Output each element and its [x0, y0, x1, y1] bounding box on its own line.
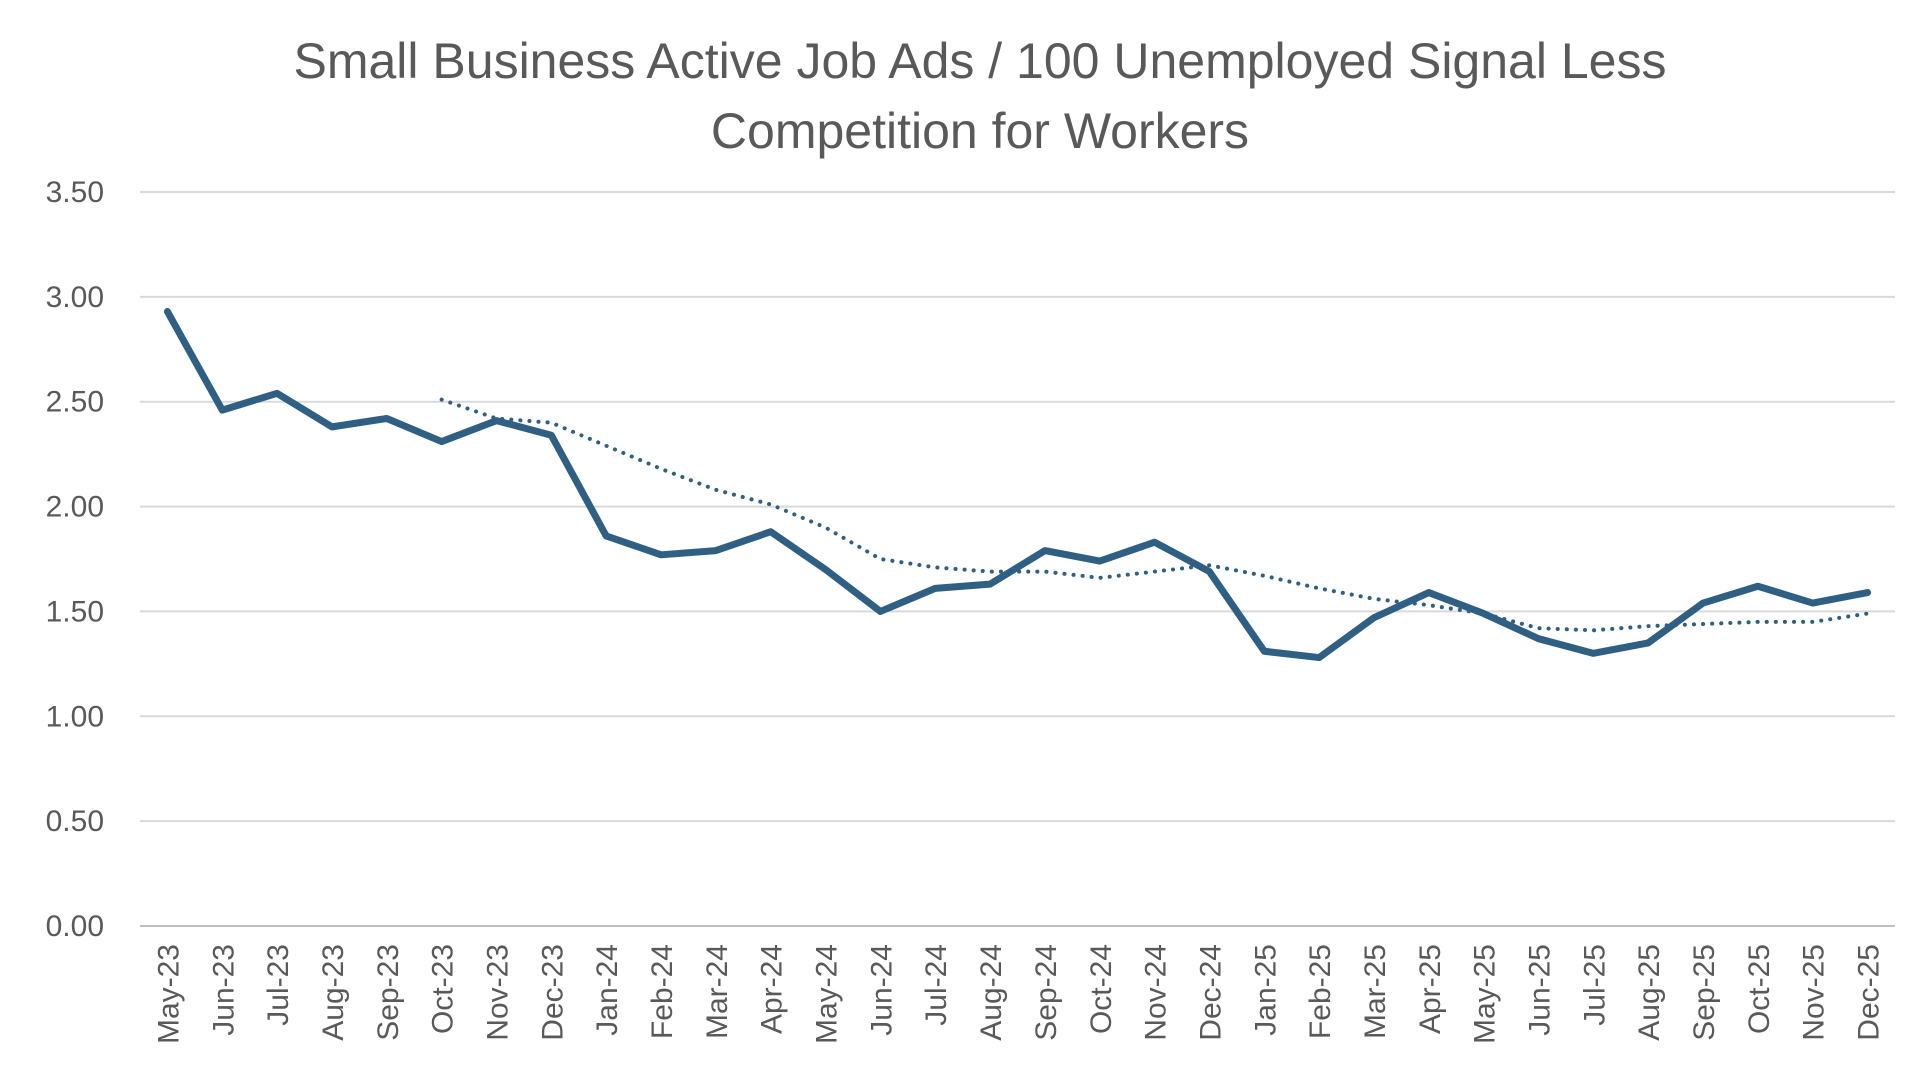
x-tick-label: Nov-23: [481, 944, 514, 1041]
series-line-main: [163, 308, 1872, 662]
x-tick-label: Nov-25: [1798, 944, 1831, 1041]
trendline-dotted: [439, 397, 1870, 633]
y-tick-label: 1.00: [46, 700, 104, 733]
x-tick-label: Sep-25: [1688, 944, 1721, 1041]
gridlines: [140, 191, 1895, 927]
y-tick-label: 3.00: [46, 281, 104, 314]
x-tick-label: Dec-24: [1194, 944, 1227, 1041]
x-tick-label: Dec-23: [536, 944, 569, 1041]
x-tick-label: Oct-24: [1085, 944, 1118, 1034]
x-tick-label: May-25: [1469, 944, 1502, 1044]
x-tick-label: Apr-25: [1414, 944, 1447, 1034]
chart-title-line-2: Competition for Workers: [711, 103, 1249, 159]
y-tick-label: 0.00: [46, 910, 104, 943]
x-tick-label: Oct-23: [427, 944, 460, 1034]
x-tick-label: Feb-24: [646, 944, 679, 1039]
x-tick-label: Jul-23: [262, 944, 295, 1026]
y-tick-label: 1.50: [46, 595, 104, 628]
y-tick-label: 3.50: [46, 176, 104, 209]
x-tick-label: Aug-23: [317, 944, 350, 1041]
x-tick-label: Nov-24: [1140, 944, 1173, 1041]
x-tick-label: Apr-24: [756, 944, 789, 1034]
x-tick-label: Dec-25: [1853, 944, 1886, 1041]
x-axis-tick-labels: May-23 Jun-23 Jul-23 Aug-23 Sep-23 Oct-23 Nov-…: [152, 944, 1885, 1044]
x-tick-label: Mar-25: [1359, 944, 1392, 1039]
x-tick-label: Mar-24: [701, 944, 734, 1039]
x-tick-label: Jul-25: [1578, 944, 1611, 1026]
y-tick-label: 2.00: [46, 491, 104, 524]
x-tick-label: Jan-24: [591, 944, 624, 1036]
y-tick-label: 0.50: [46, 805, 104, 838]
x-tick-label: Jan-25: [1249, 944, 1282, 1036]
chart-title-line-1: Small Business Active Job Ads / 100 Unem…: [294, 33, 1667, 89]
x-tick-label: Jun-23: [207, 944, 240, 1036]
x-tick-label: May-24: [811, 944, 844, 1044]
x-tick-label: Aug-25: [1633, 944, 1666, 1041]
x-tick-label: Aug-24: [975, 944, 1008, 1041]
series-lines: [163, 308, 1872, 662]
y-axis-tick-labels: 0.00 0.50 1.00 1.50 2.00 2.50 3.00 3.50: [46, 176, 104, 943]
chart-title: Small Business Active Job Ads / 100 Unem…: [294, 33, 1667, 159]
x-tick-label: May-23: [152, 944, 185, 1044]
x-tick-label: Sep-24: [1030, 944, 1063, 1041]
x-tick-label: Feb-25: [1304, 944, 1337, 1039]
x-tick-label: Jun-24: [865, 944, 898, 1036]
x-tick-label: Oct-25: [1743, 944, 1776, 1034]
x-tick-label: Sep-23: [372, 944, 405, 1041]
x-tick-label: Jun-25: [1524, 944, 1557, 1036]
x-tick-label: Jul-24: [920, 944, 953, 1026]
y-tick-label: 2.50: [46, 386, 104, 419]
